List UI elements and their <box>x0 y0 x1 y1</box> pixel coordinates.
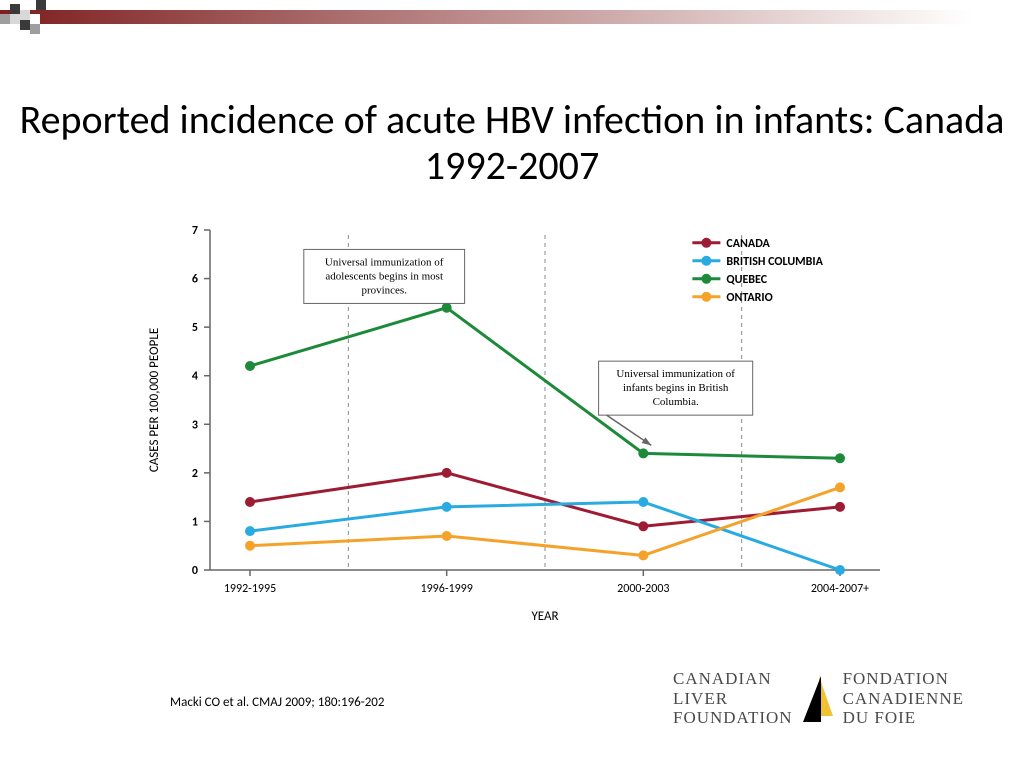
logo-en-line3: FOUNDATION <box>673 708 793 728</box>
logo-text-en: CANADIAN LIVER FOUNDATION <box>673 669 793 728</box>
slide-top-accent <box>0 0 1024 40</box>
svg-text:2: 2 <box>192 467 198 481</box>
svg-text:3: 3 <box>192 418 198 432</box>
logo-fr-line1: FONDATION <box>843 669 964 689</box>
svg-text:1996-1999: 1996-1999 <box>420 582 472 596</box>
clf-logo: CANADIAN LIVER FOUNDATION FONDATION CANA… <box>673 669 964 728</box>
svg-text:2004-2007+: 2004-2007+ <box>811 582 869 596</box>
svg-text:Universal immunization of: Universal immunization of <box>616 368 735 380</box>
svg-text:7: 7 <box>192 224 198 238</box>
svg-text:QUEBEC: QUEBEC <box>726 273 767 287</box>
logo-en-line1: CANADIAN <box>673 669 793 689</box>
svg-text:1: 1 <box>192 515 198 529</box>
svg-text:CANADA: CANADA <box>726 237 770 251</box>
svg-text:adolescents begins in most: adolescents begins in most <box>325 270 443 282</box>
hbv-incidence-chart: 0 1 2 3 4 5 6 7 1992-1995 1996-1999 2000-2003 2004-… <box>140 210 900 630</box>
citation-text: Macki CO et al. CMAJ 2009; 180:196-202 <box>170 695 385 710</box>
svg-text:2000-2003: 2000-2003 <box>617 582 669 596</box>
svg-text:6: 6 <box>192 273 198 287</box>
svg-text:BRITISH COLUMBIA: BRITISH COLUMBIA <box>726 255 823 269</box>
svg-text:0: 0 <box>192 564 198 578</box>
logo-en-line2: LIVER <box>673 689 793 709</box>
svg-text:1992-1995: 1992-1995 <box>224 582 276 596</box>
svg-text:Columbia.: Columbia. <box>653 396 699 408</box>
svg-text:ONTARIO: ONTARIO <box>726 291 772 305</box>
logo-fr-line2: CANADIENNE <box>843 689 964 709</box>
svg-text:CASES PER 100,000 PEOPLE: CASES PER 100,000 PEOPLE <box>147 328 162 472</box>
svg-text:Universal immunization of: Universal immunization of <box>325 256 444 268</box>
logo-triangle-icon <box>803 676 833 722</box>
svg-text:5: 5 <box>192 321 198 335</box>
svg-text:provinces.: provinces. <box>361 284 407 296</box>
logo-fr-line3: DU FOIE <box>843 708 964 728</box>
svg-text:YEAR: YEAR <box>531 609 558 624</box>
logo-text-fr: FONDATION CANADIENNE DU FOIE <box>843 669 964 728</box>
svg-text:4: 4 <box>192 370 198 384</box>
svg-text:infants begins in British: infants begins in British <box>623 382 729 394</box>
slide-title: Reported incidence of acute HBV infectio… <box>0 97 1024 189</box>
